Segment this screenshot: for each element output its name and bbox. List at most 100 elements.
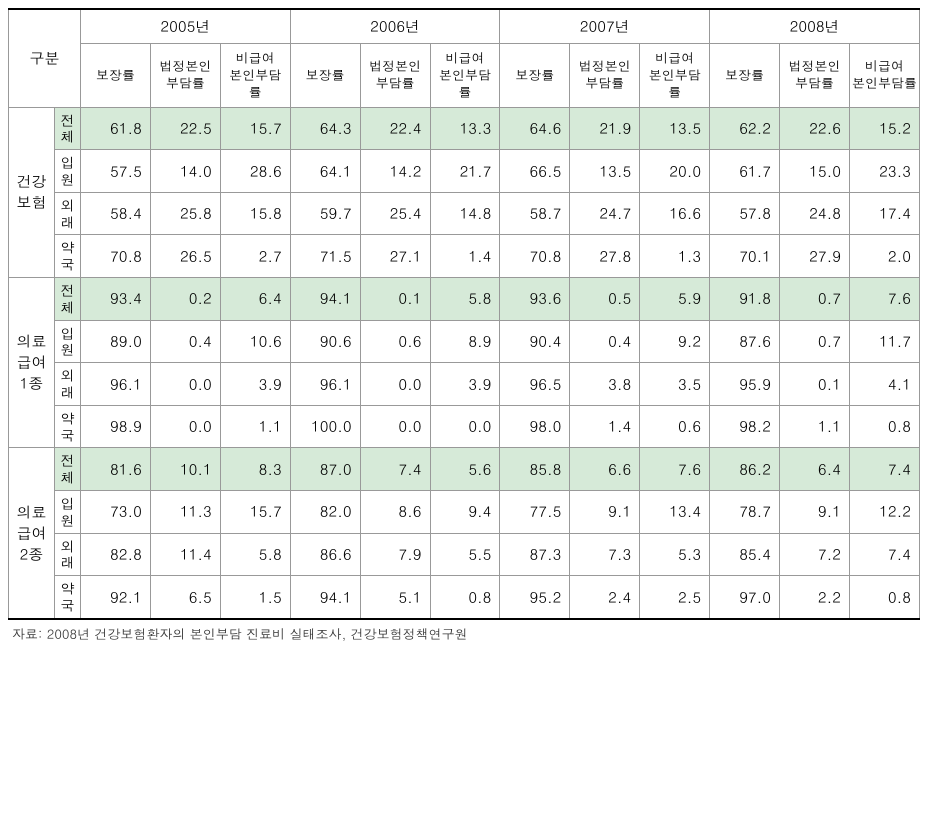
data-cell: 13.4 [640,491,710,534]
data-cell: 6.5 [150,576,220,619]
row-sub-label: 전 체 [55,278,81,321]
data-cell: 0.8 [849,576,919,619]
table-header: 구분 2005년 2006년 2007년 2008년 보장률법정본인 부담률비급… [9,9,920,107]
data-cell: 21.7 [430,150,500,193]
data-cell: 91.8 [710,278,780,321]
row-sub-label: 입 원 [55,491,81,534]
data-cell: 15.7 [220,107,290,150]
data-cell: 0.2 [150,278,220,321]
data-cell: 15.2 [849,107,919,150]
data-cell: 82.0 [290,491,360,534]
data-cell: 77.5 [500,491,570,534]
data-cell: 82.8 [81,533,151,576]
data-cell: 0.6 [360,320,430,363]
data-cell: 98.9 [81,405,151,448]
sub-header: 법정본인 부담률 [570,44,640,108]
row-sub-label: 입 원 [55,320,81,363]
data-cell: 13.3 [430,107,500,150]
data-cell: 9.1 [780,491,850,534]
data-cell: 24.8 [780,192,850,235]
table-row: 건강 보험전 체61.822.515.764.322.413.364.621.9… [9,107,920,150]
data-cell: 96.5 [500,363,570,406]
data-cell: 7.9 [360,533,430,576]
group-label: 건강 보험 [9,107,55,277]
data-cell: 9.1 [570,491,640,534]
data-cell: 23.3 [849,150,919,193]
data-cell: 2.7 [220,235,290,278]
data-cell: 3.8 [570,363,640,406]
data-cell: 6.4 [780,448,850,491]
data-cell: 61.8 [81,107,151,150]
sub-header: 보장률 [500,44,570,108]
data-cell: 24.7 [570,192,640,235]
data-cell: 0.6 [640,405,710,448]
source-note: 자료: 2008년 건강보험환자의 본인부담 진료비 실태조사, 건강보험정책연… [8,624,920,643]
table-row: 약 국98.90.01.1100.00.00.098.01.40.698.21.… [9,405,920,448]
year-header-2006: 2006년 [290,9,500,44]
data-cell: 64.3 [290,107,360,150]
data-cell: 21.9 [570,107,640,150]
year-header-2005: 2005년 [81,9,291,44]
sub-header: 비급여 본인부담률 [430,44,500,108]
data-cell: 14.2 [360,150,430,193]
data-cell: 100.0 [290,405,360,448]
table-row: 입 원89.00.410.690.60.68.990.40.49.287.60.… [9,320,920,363]
data-cell: 89.0 [81,320,151,363]
data-cell: 81.6 [81,448,151,491]
data-cell: 0.0 [150,405,220,448]
data-cell: 70.8 [500,235,570,278]
data-cell: 7.6 [640,448,710,491]
data-cell: 7.2 [780,533,850,576]
data-cell: 11.4 [150,533,220,576]
data-cell: 15.7 [220,491,290,534]
table-row: 약 국92.16.51.594.15.10.895.22.42.597.02.2… [9,576,920,619]
table-row: 외 래96.10.03.996.10.03.996.53.83.595.90.1… [9,363,920,406]
data-cell: 93.4 [81,278,151,321]
data-cell: 22.6 [780,107,850,150]
table-row: 외 래58.425.815.859.725.414.858.724.716.65… [9,192,920,235]
sub-header: 비급여 본인부담률 [849,44,919,108]
data-cell: 85.4 [710,533,780,576]
data-cell: 58.4 [81,192,151,235]
data-cell: 94.1 [290,278,360,321]
data-cell: 9.2 [640,320,710,363]
data-cell: 8.6 [360,491,430,534]
data-cell: 1.3 [640,235,710,278]
data-cell: 2.0 [849,235,919,278]
data-cell: 1.4 [570,405,640,448]
data-cell: 10.6 [220,320,290,363]
data-cell: 73.0 [81,491,151,534]
row-sub-label: 약 국 [55,405,81,448]
row-sub-label: 약 국 [55,235,81,278]
data-cell: 70.1 [710,235,780,278]
data-cell: 0.0 [150,363,220,406]
data-cell: 16.6 [640,192,710,235]
data-cell: 58.7 [500,192,570,235]
data-cell: 78.7 [710,491,780,534]
data-cell: 93.6 [500,278,570,321]
sub-header: 법정본인 부담률 [150,44,220,108]
data-cell: 20.0 [640,150,710,193]
data-cell: 27.8 [570,235,640,278]
data-cell: 0.4 [150,320,220,363]
data-cell: 5.5 [430,533,500,576]
data-cell: 90.4 [500,320,570,363]
data-cell: 85.8 [500,448,570,491]
data-cell: 7.6 [849,278,919,321]
data-cell: 13.5 [570,150,640,193]
data-cell: 26.5 [150,235,220,278]
data-cell: 27.9 [780,235,850,278]
data-cell: 98.2 [710,405,780,448]
sub-header: 보장률 [290,44,360,108]
table-row: 입 원73.011.315.782.08.69.477.59.113.478.7… [9,491,920,534]
data-cell: 25.8 [150,192,220,235]
data-cell: 4.1 [849,363,919,406]
data-cell: 22.5 [150,107,220,150]
group-label: 의료 급여 2종 [9,448,55,619]
data-cell: 90.6 [290,320,360,363]
data-cell: 7.3 [570,533,640,576]
data-cell: 97.0 [710,576,780,619]
data-cell: 57.5 [81,150,151,193]
data-cell: 13.5 [640,107,710,150]
data-cell: 96.1 [81,363,151,406]
